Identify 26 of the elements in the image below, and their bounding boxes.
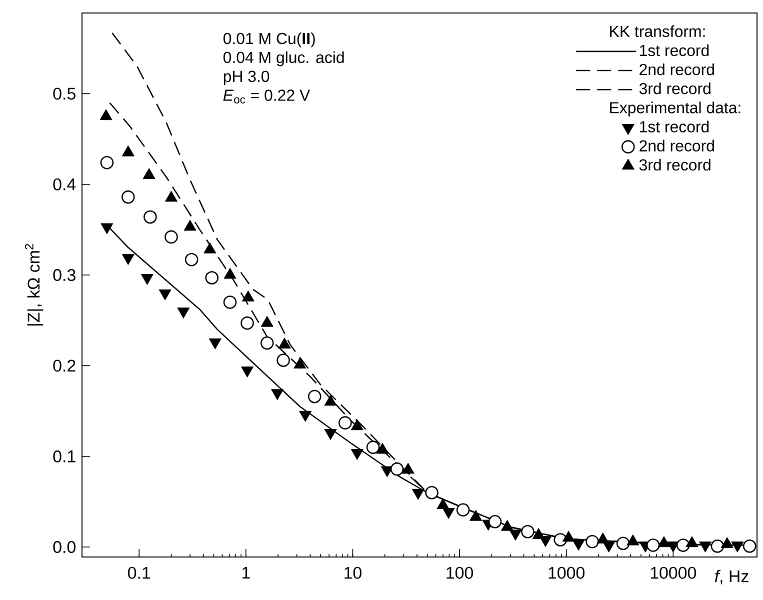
- legend-label: 2nd record: [640, 140, 714, 152]
- annotation: pH 3.0: [224, 70, 270, 86]
- y-tick-label: 0.2: [53, 360, 76, 372]
- x-tick-label: 1000: [548, 566, 584, 579]
- y-tick-label: 0.4: [53, 178, 76, 190]
- x-axis-title: f, Hz: [714, 570, 748, 584]
- x-tick-label: 10000: [650, 566, 696, 579]
- x-tick-label: 0.1: [128, 566, 150, 579]
- legend-label: 3rd record: [639, 158, 710, 171]
- legend-label: 1st record: [640, 120, 709, 132]
- annotation: 0.04 M gluc. acid: [223, 51, 344, 66]
- x-tick-label: 1: [242, 566, 250, 578]
- y-tick-label: 0.5: [53, 88, 76, 100]
- annotation: 0.01 M Cu(II): [223, 32, 315, 48]
- legend-label: 3rd record: [639, 82, 710, 94]
- x-tick-label: 100: [446, 566, 473, 579]
- legend-label: 1st record: [640, 44, 709, 56]
- annotation: Experimental data:: [610, 102, 740, 116]
- y-tick-label: 0.3: [53, 269, 76, 282]
- y-axis-title: |Z|, kΩ cm$^{2}$: [25, 244, 44, 326]
- y-tick-label: 0.0: [53, 541, 76, 554]
- y-tick-label: 0.1: [53, 450, 76, 462]
- x-tick-label: 10: [344, 566, 362, 579]
- annotation: KK transform:: [610, 25, 705, 38]
- legend-label: 2nd record: [640, 63, 714, 76]
- annotation: E$_{oc}$ = 0.22 V: [223, 90, 310, 104]
